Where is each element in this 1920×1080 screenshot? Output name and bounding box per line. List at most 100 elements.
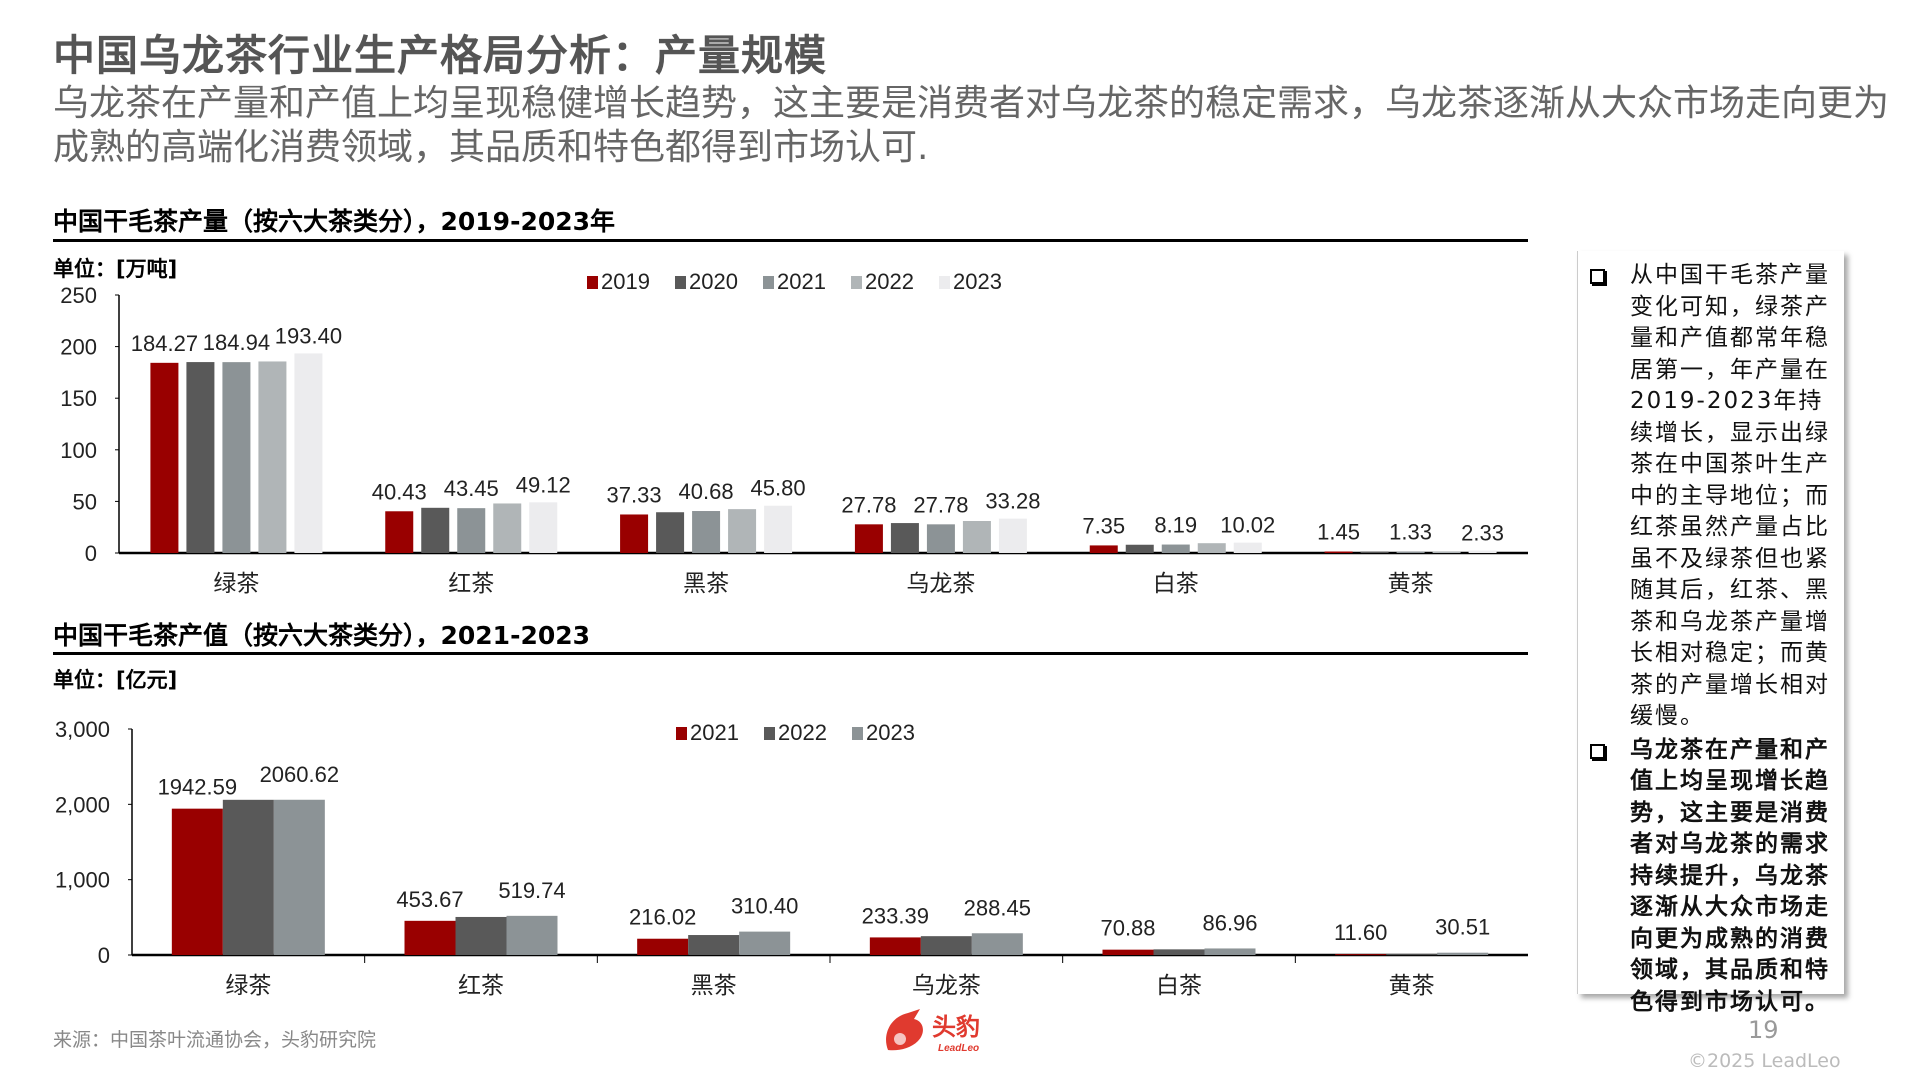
page-subtitle: 乌龙茶在产量和产值上均呈现稳健增长趋势，这主要是消费者对乌龙茶的稳定需求，乌龙茶…	[53, 83, 1890, 168]
category-label: 黄茶	[1389, 972, 1435, 998]
data-label: 519.74	[498, 878, 565, 903]
chart1-production: 0 50 100 150 200 250 绿茶 184.27 184.94 193.40 红茶 40.…	[60, 269, 1528, 596]
bar-2021	[926, 524, 955, 553]
leadleo-logo: 头豹 LeadLeo	[880, 1005, 1000, 1059]
category-label: 白茶	[1156, 972, 1202, 998]
bar-2019	[385, 511, 414, 553]
legend-label: 2021	[777, 269, 826, 294]
bar-2021	[222, 362, 251, 553]
bar-2023	[739, 931, 791, 955]
page-number: 19	[1748, 1016, 1779, 1044]
source-note: 来源：中国茶叶流通协会，头豹研究院	[53, 1029, 377, 1051]
category-label: 黑茶	[691, 972, 737, 998]
legend-label: 2021	[690, 720, 739, 745]
data-label: 2.33	[1461, 521, 1504, 546]
bar-2021	[171, 808, 223, 955]
data-label: 70.88	[1100, 916, 1155, 941]
data-label: 184.94	[203, 330, 270, 355]
bar-2020	[890, 523, 919, 553]
bar-2023	[1233, 542, 1262, 553]
legend-label: 2022	[778, 720, 827, 745]
data-label: 11.60	[1334, 920, 1387, 945]
chart2-title: 中国干毛茶产值（按六大茶类分），2021-2023	[53, 621, 591, 650]
leopard-logo-icon: 头豹 LeadLeo	[886, 1009, 980, 1054]
bar-2023	[294, 353, 323, 553]
y-tick-label: 0	[85, 541, 97, 566]
bar-2021	[637, 938, 689, 955]
category-label: 红茶	[458, 972, 504, 998]
chart2-unit: 单位：[亿元]	[53, 668, 178, 692]
data-label: 30.51	[1435, 915, 1490, 940]
data-label: 8.19	[1154, 513, 1197, 538]
bar-2022	[455, 916, 507, 955]
y-tick-label: 0	[98, 943, 110, 968]
chart1-divider	[53, 239, 1528, 242]
data-label: 45.80	[751, 476, 806, 501]
bar-2022	[920, 936, 972, 955]
category-label: 绿茶	[225, 972, 271, 998]
chart2-divider	[53, 652, 1528, 655]
svg-text:LeadLeo: LeadLeo	[938, 1043, 979, 1054]
data-label: 33.28	[985, 489, 1040, 514]
data-label: 2060.62	[260, 762, 340, 787]
y-tick-label: 50	[73, 489, 97, 514]
bar-2022	[688, 935, 740, 955]
legend-swatch-2020	[675, 276, 686, 289]
data-label: 233.39	[862, 903, 929, 928]
legend-label: 2019	[601, 269, 650, 294]
data-label: 10.02	[1220, 513, 1275, 538]
y-tick-label: 150	[60, 386, 97, 411]
legend-label: 2020	[689, 269, 738, 294]
y-tick-label: 200	[60, 335, 97, 360]
bar-2019	[620, 514, 649, 553]
data-label: 49.12	[516, 472, 571, 497]
data-label: 288.45	[964, 895, 1031, 920]
bar-2021	[1102, 949, 1154, 955]
bar-2023	[971, 933, 1023, 955]
bar-2019	[150, 362, 179, 553]
data-label: 27.78	[913, 492, 968, 517]
svg-text:头豹: 头豹	[932, 1013, 980, 1041]
data-label: 453.67	[396, 887, 463, 912]
bar-2020	[421, 507, 450, 553]
legend-swatch-2023	[939, 276, 950, 289]
data-label: 27.78	[841, 492, 896, 517]
chart1-title: 中国干毛茶产量（按六大茶类分），2019-2023年	[53, 207, 616, 236]
data-label: 37.33	[607, 482, 662, 507]
data-label: 1942.59	[158, 775, 238, 800]
bar-2022	[222, 799, 274, 955]
legend-swatch-2019	[587, 276, 598, 289]
bar-2022	[1153, 949, 1205, 955]
data-label: 43.45	[444, 476, 499, 501]
copyright: ©2025 LeadLeo	[1688, 1050, 1841, 1072]
bar-2022	[1386, 954, 1438, 956]
bar-2023	[529, 502, 558, 553]
bar-2019	[1089, 545, 1118, 553]
legend-swatch-2021	[676, 727, 687, 740]
insight-bullet-2: 乌龙茶在产量和产值上均呈现增长趋势，这主要是消费者对乌龙茶的需求持续提升，乌龙茶…	[1578, 735, 1844, 1019]
insight-text: 从中国干毛茶产量变化可知，绿茶产量和产值都常年稳居第一，年产量在2019-202…	[1630, 262, 1830, 729]
bar-2021	[404, 920, 456, 955]
data-label: 40.43	[372, 479, 427, 504]
bar-2020	[186, 362, 215, 553]
legend-swatch-2022	[764, 727, 775, 740]
bar-2022	[1197, 543, 1226, 553]
category-label: 黄茶	[1388, 570, 1434, 596]
legend-label: 2023	[866, 720, 915, 745]
y-tick-label: 100	[60, 438, 97, 463]
category-label: 乌龙茶	[906, 570, 975, 596]
bar-2020	[1360, 551, 1389, 553]
bar-2022	[1432, 551, 1461, 553]
y-tick-label: 250	[60, 283, 97, 308]
data-label: 40.68	[679, 479, 734, 504]
legend-swatch-2021	[763, 276, 774, 289]
bar-2019	[854, 524, 883, 553]
data-label: 1.45	[1317, 520, 1360, 545]
bar-2023	[1204, 948, 1256, 955]
page-title: 中国乌龙茶行业生产格局分析：产量规模	[53, 31, 828, 80]
data-label: 1.33	[1389, 520, 1432, 545]
bar-2021	[457, 508, 486, 553]
legend-label: 2022	[865, 269, 914, 294]
legend-label: 2023	[953, 269, 1002, 294]
bar-2022	[258, 361, 287, 553]
